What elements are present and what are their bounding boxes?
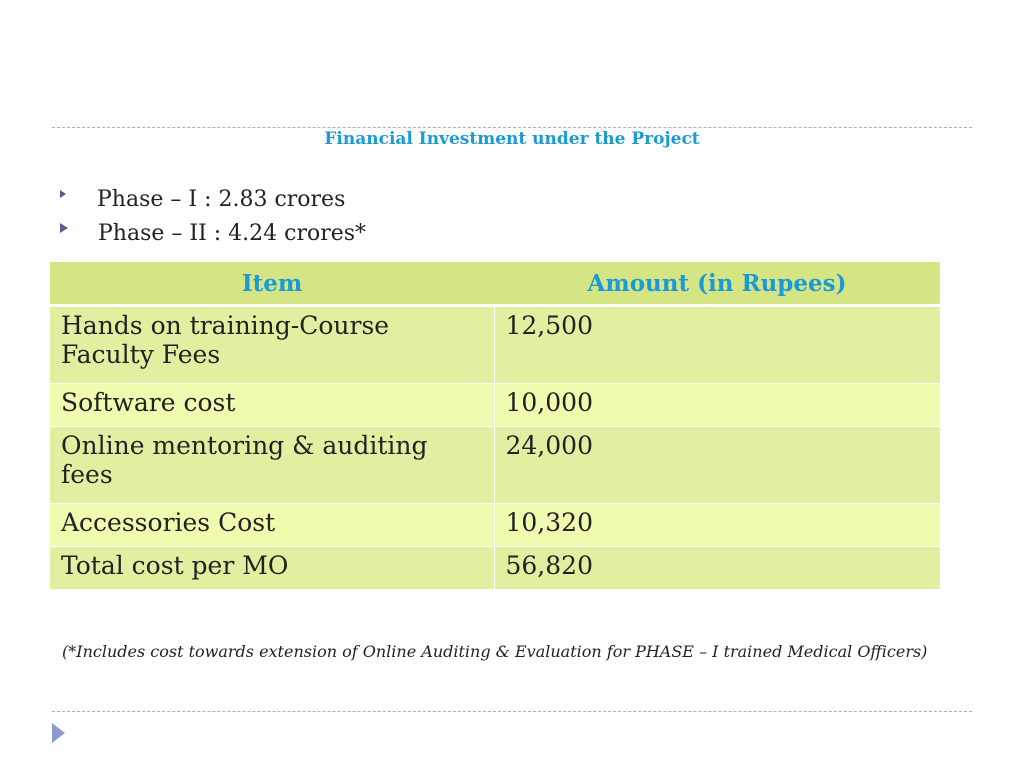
item-cell: Software cost bbox=[50, 383, 495, 427]
item-cell: Hands on training-Course Faculty Fees bbox=[50, 305, 495, 384]
table-row: Software cost 10,000 bbox=[50, 383, 941, 427]
amount-cell: 10,000 bbox=[494, 383, 941, 427]
item-cell: Total cost per MO bbox=[50, 546, 495, 590]
bullet-text: Phase – I : 2.83 crores bbox=[97, 186, 346, 212]
top-divider bbox=[52, 127, 972, 128]
amount-cell: 10,320 bbox=[494, 503, 941, 547]
cost-table: Item Amount (in Rupees) Hands on trainin… bbox=[50, 262, 941, 590]
table-row: Hands on training-Course Faculty Fees 12… bbox=[50, 305, 941, 384]
next-slide-arrow-icon[interactable] bbox=[52, 723, 65, 743]
table-row: Accessories Cost 10,320 bbox=[50, 503, 941, 547]
bullet-text: Phase – II : 4.24 crores* bbox=[98, 220, 367, 246]
table-row-total: Total cost per MO 56,820 bbox=[50, 546, 941, 590]
footnote-text: (*Includes cost towards extension of Onl… bbox=[62, 642, 928, 661]
amount-cell: 12,500 bbox=[494, 305, 941, 384]
phase-bullet-list: Phase – I : 2.83 crores Phase – II : 4.2… bbox=[60, 182, 366, 250]
column-header-amount: Amount (in Rupees) bbox=[494, 262, 940, 307]
column-header-item: Item bbox=[50, 262, 494, 307]
amount-cell: 56,820 bbox=[494, 546, 941, 590]
triangle-bullet-icon bbox=[60, 190, 66, 198]
bottom-divider bbox=[52, 711, 972, 712]
item-cell: Accessories Cost bbox=[50, 503, 495, 547]
table-header-row: Item Amount (in Rupees) bbox=[50, 262, 940, 307]
footnote: (*Includes cost towards extension of Onl… bbox=[62, 642, 962, 662]
triangle-bullet-icon bbox=[60, 223, 68, 233]
table-row: Online mentoring & auditing fees 24,000 bbox=[50, 426, 941, 504]
slide-title: Financial Investment under the Project bbox=[0, 114, 1024, 152]
bullet-item-phase-2: Phase – II : 4.24 crores* bbox=[60, 216, 366, 250]
slide-title-text: Financial Investment under the Project bbox=[321, 129, 703, 149]
amount-cell: 24,000 bbox=[494, 426, 941, 504]
bullet-item-phase-1: Phase – I : 2.83 crores bbox=[60, 182, 366, 216]
item-cell: Online mentoring & auditing fees bbox=[50, 426, 495, 504]
